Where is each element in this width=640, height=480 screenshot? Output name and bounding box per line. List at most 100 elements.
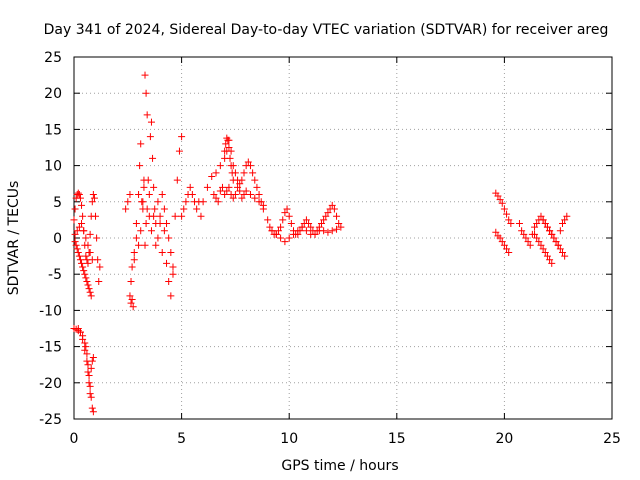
data-point <box>222 140 230 148</box>
data-point <box>180 205 188 213</box>
data-point <box>317 220 325 228</box>
data-point <box>515 220 523 228</box>
data-point <box>279 216 287 224</box>
chart-title: Day 341 of 2024, Sidereal Day-to-day VTE… <box>44 22 609 38</box>
data-point <box>75 191 83 199</box>
y-tick-label: -15 <box>39 340 62 356</box>
data-point <box>141 241 149 249</box>
data-point <box>548 259 556 267</box>
data-point <box>140 183 148 191</box>
data-point <box>84 281 92 289</box>
data-point <box>74 248 82 256</box>
data-point <box>264 216 272 224</box>
data-point <box>255 191 263 199</box>
data-point <box>290 230 298 238</box>
data-point <box>158 191 166 199</box>
data-point <box>154 198 162 206</box>
x-tick-label: 0 <box>70 431 79 447</box>
data-point <box>142 89 150 97</box>
data-point <box>142 220 150 228</box>
data-point <box>234 183 242 191</box>
data-point <box>82 343 90 351</box>
data-point <box>85 285 93 293</box>
data-point <box>141 71 149 79</box>
data-point <box>221 191 229 199</box>
data-point <box>539 245 547 253</box>
data-point <box>89 408 97 416</box>
y-tick-label: 25 <box>44 50 62 66</box>
data-point <box>272 230 280 238</box>
data-point <box>548 230 556 238</box>
data-point <box>152 241 160 249</box>
data-point <box>255 198 263 206</box>
data-point <box>503 210 511 218</box>
data-point <box>84 361 92 369</box>
data-point <box>83 350 91 358</box>
data-point <box>238 194 246 202</box>
data-point <box>320 227 328 235</box>
data-point <box>163 259 171 267</box>
data-point <box>546 227 554 235</box>
data-point <box>229 176 237 184</box>
data-point <box>132 234 140 242</box>
data-point <box>531 230 539 238</box>
y-tick-label: 0 <box>53 231 62 247</box>
data-point <box>539 216 547 224</box>
data-point <box>127 277 135 285</box>
data-point <box>218 183 226 191</box>
data-point <box>496 196 504 204</box>
y-axis-label: SDTVAR / TECUs <box>6 181 22 296</box>
data-point <box>129 303 137 311</box>
data-point <box>503 245 511 253</box>
data-point <box>498 238 506 246</box>
data-point <box>253 183 261 191</box>
data-point <box>305 220 313 228</box>
data-point <box>88 357 96 365</box>
data-point <box>227 162 235 170</box>
data-point <box>559 248 567 256</box>
data-point <box>246 191 254 199</box>
data-point <box>84 259 92 267</box>
data-point <box>130 248 138 256</box>
data-point <box>229 194 237 202</box>
data-point <box>122 205 130 213</box>
y-tick-label: -25 <box>39 412 62 428</box>
data-point <box>139 198 147 206</box>
data-point <box>165 234 173 242</box>
data-point <box>335 220 343 228</box>
data-point <box>81 346 89 354</box>
data-point <box>82 274 90 282</box>
data-point <box>76 328 84 336</box>
data-point <box>556 245 564 253</box>
data-point <box>302 216 310 224</box>
data-point <box>86 390 94 398</box>
y-tick-label: 20 <box>44 86 62 102</box>
data-point <box>167 248 175 256</box>
data-point <box>87 292 95 300</box>
data-point <box>505 216 513 224</box>
data-point <box>561 252 569 260</box>
data-point <box>92 212 100 220</box>
data-point <box>212 169 220 177</box>
data-point <box>83 277 91 285</box>
data-point <box>82 234 90 242</box>
data-point <box>240 191 248 199</box>
data-point <box>74 325 82 332</box>
data-point <box>522 234 530 242</box>
data-point <box>320 216 328 224</box>
data-point <box>531 223 539 231</box>
data-point <box>285 234 293 242</box>
data-point <box>88 256 96 264</box>
data-point <box>146 133 154 141</box>
data-point <box>561 216 569 224</box>
data-point <box>154 234 162 242</box>
data-point <box>216 162 224 170</box>
x-tick-label: 5 <box>177 431 186 447</box>
data-point <box>281 238 289 246</box>
data-point <box>333 212 341 220</box>
data-point <box>74 189 82 197</box>
data-point <box>533 220 541 228</box>
data-point <box>197 212 205 220</box>
data-point <box>277 223 285 231</box>
data-point <box>135 191 143 199</box>
